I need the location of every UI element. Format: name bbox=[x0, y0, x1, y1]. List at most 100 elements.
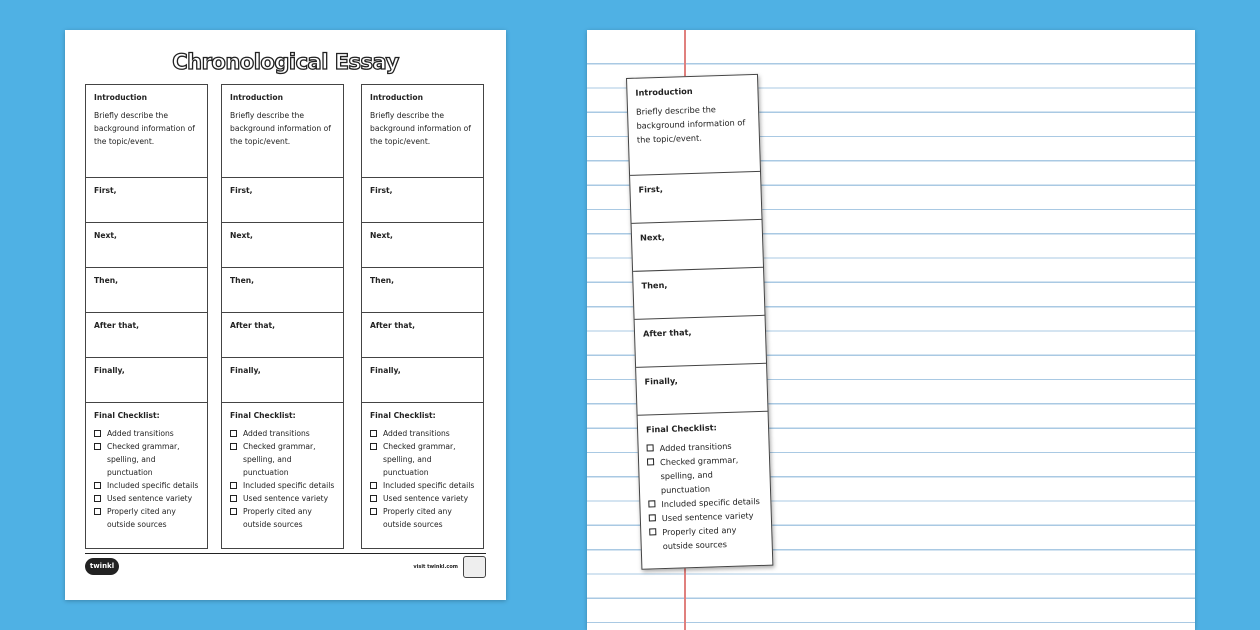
prompt-label: Next, bbox=[230, 231, 253, 240]
checkbox-icon[interactable] bbox=[370, 430, 377, 437]
checklist-item: Checked grammar, spelling, and punctuati… bbox=[646, 452, 762, 498]
checkbox-icon[interactable] bbox=[230, 430, 237, 437]
checklist-item: Added transitions bbox=[230, 427, 335, 440]
prompt-section: Then, bbox=[633, 267, 765, 320]
prompt-section: Next, bbox=[222, 223, 343, 268]
checkbox-icon[interactable] bbox=[94, 508, 101, 515]
intro-section: Introduction Briefly describe the backgr… bbox=[627, 74, 761, 176]
intro-heading: Introduction bbox=[230, 93, 284, 102]
checklist-item-label: Included specific details bbox=[107, 481, 199, 490]
checklist-item: Properly cited any outside sources bbox=[649, 522, 764, 554]
intro-section: Introduction Briefly describe the backgr… bbox=[86, 85, 207, 178]
checklist-item-label: Added transitions bbox=[107, 429, 174, 438]
checklist-item-label: Checked grammar, spelling, and punctuati… bbox=[383, 442, 456, 477]
prompt-label: Then, bbox=[370, 276, 395, 285]
prompt-section: After that, bbox=[86, 313, 207, 358]
checklist-heading: Final Checklist: bbox=[370, 411, 436, 420]
checklist-item: Properly cited any outside sources bbox=[370, 505, 475, 531]
checkbox-icon[interactable] bbox=[230, 508, 237, 515]
prompt-label: Next, bbox=[639, 231, 665, 243]
intro-text: Briefly describe the background informat… bbox=[370, 111, 471, 146]
checklist-item: Properly cited any outside sources bbox=[230, 505, 335, 531]
checklist-item: Used sentence variety bbox=[230, 492, 335, 505]
checkbox-icon[interactable] bbox=[94, 443, 101, 450]
checkbox-icon[interactable] bbox=[230, 482, 237, 489]
checkbox-icon[interactable] bbox=[230, 495, 237, 502]
checklist-item: Checked grammar, spelling, and punctuati… bbox=[94, 440, 199, 479]
prompt-section: Finally, bbox=[222, 358, 343, 403]
checkbox-icon[interactable] bbox=[370, 482, 377, 489]
prompt-section: Then, bbox=[222, 268, 343, 313]
prompt-section: Next, bbox=[362, 223, 483, 268]
checkbox-icon[interactable] bbox=[370, 495, 377, 502]
prompt-label: First, bbox=[230, 186, 253, 195]
checkbox-icon[interactable] bbox=[370, 443, 377, 450]
prompt-section: First, bbox=[362, 178, 483, 223]
checkbox-icon[interactable] bbox=[370, 508, 377, 515]
checklist-item: Checked grammar, spelling, and punctuati… bbox=[230, 440, 335, 479]
checkbox-icon[interactable] bbox=[230, 443, 237, 450]
intro-text: Briefly describe the background informat… bbox=[635, 104, 746, 145]
prompt-section: Next, bbox=[86, 223, 207, 268]
checklist-heading: Final Checklist: bbox=[645, 422, 717, 435]
checklist-item: Added transitions bbox=[370, 427, 475, 440]
prompt-section: Finally, bbox=[636, 363, 768, 416]
intro-heading: Introduction bbox=[370, 93, 424, 102]
bookmark-column: Introduction Briefly describe the backgr… bbox=[221, 84, 344, 549]
prompt-label: Finally, bbox=[230, 366, 261, 375]
prompt-label: First, bbox=[638, 183, 664, 195]
checklist-section: Final Checklist: Added transitions Checked… bbox=[222, 403, 343, 537]
prompt-label: First, bbox=[94, 186, 117, 195]
bookmark-column: Introduction Briefly describe the backgr… bbox=[361, 84, 484, 549]
checklist-item-label: Properly cited any outside sources bbox=[662, 524, 737, 552]
checklist-item-label: Used sentence variety bbox=[243, 494, 329, 503]
prompt-label: After that, bbox=[94, 321, 140, 330]
prompt-section: After that, bbox=[634, 315, 767, 368]
prompt-section: Next, bbox=[631, 219, 764, 272]
checkbox-icon[interactable] bbox=[94, 495, 101, 502]
checkbox-icon[interactable] bbox=[648, 514, 656, 522]
checklist-item: Properly cited any outside sources bbox=[94, 505, 199, 531]
worksheet-title: Chronological Essay bbox=[172, 49, 400, 74]
checkbox-icon[interactable] bbox=[649, 528, 657, 536]
checklist-item-label: Added transitions bbox=[243, 429, 310, 438]
prompt-section: Finally, bbox=[86, 358, 207, 403]
checkbox-icon[interactable] bbox=[646, 444, 654, 452]
checkbox-icon[interactable] bbox=[94, 430, 101, 437]
prompt-label: Then, bbox=[641, 279, 668, 291]
worksheet-page: Chronological Essay Introduction Briefly… bbox=[65, 30, 506, 600]
intro-section: Introduction Briefly describe the backgr… bbox=[222, 85, 343, 178]
checklist-item-label: Included specific details bbox=[383, 481, 475, 490]
checklist-item-label: Properly cited any outside sources bbox=[107, 507, 176, 529]
intro-text: Briefly describe the background informat… bbox=[94, 111, 195, 146]
checkbox-icon[interactable] bbox=[646, 458, 655, 466]
prompt-label: Then, bbox=[230, 276, 255, 285]
checklist-section: Final Checklist: Added transitions Checked… bbox=[86, 403, 207, 537]
intro-heading: Introduction bbox=[635, 85, 693, 98]
checklist-item: Included specific details bbox=[94, 479, 199, 492]
checklist-item-label: Properly cited any outside sources bbox=[243, 507, 312, 529]
checklist-item-label: Checked grammar, spelling, and punctuati… bbox=[659, 454, 739, 496]
prompt-label: After that, bbox=[230, 321, 276, 330]
intro-heading: Introduction bbox=[94, 93, 148, 102]
footer-url: visit twinkl.com bbox=[413, 564, 458, 570]
checklist-section: Final Checklist: Added transitions Checked… bbox=[638, 412, 772, 561]
checklist-item-label: Added transitions bbox=[383, 429, 450, 438]
checklist-item-label: Checked grammar, spelling, and punctuati… bbox=[107, 442, 180, 477]
checklist-item: Checked grammar, spelling, and punctuati… bbox=[370, 440, 475, 479]
checkbox-icon[interactable] bbox=[648, 500, 656, 508]
prompt-label: Finally, bbox=[644, 375, 678, 387]
checklist-item: Used sentence variety bbox=[370, 492, 475, 505]
prompt-section: First, bbox=[86, 178, 207, 223]
checkbox-icon[interactable] bbox=[94, 482, 101, 489]
prompt-label: First, bbox=[370, 186, 393, 195]
prompt-label: Next, bbox=[370, 231, 393, 240]
checklist-item-label: Included specific details bbox=[243, 481, 335, 490]
cut-out-bookmark: Introduction Briefly describe the backgr… bbox=[626, 73, 774, 570]
checklist-item-label: Used sentence variety bbox=[107, 494, 193, 503]
prompt-section: Finally, bbox=[362, 358, 483, 403]
quality-badge-icon bbox=[463, 556, 486, 578]
bookmark-column: Introduction Briefly describe the backgr… bbox=[85, 84, 208, 549]
twinkl-logo: twinkl bbox=[85, 558, 119, 575]
checklist-heading: Final Checklist: bbox=[94, 411, 160, 420]
